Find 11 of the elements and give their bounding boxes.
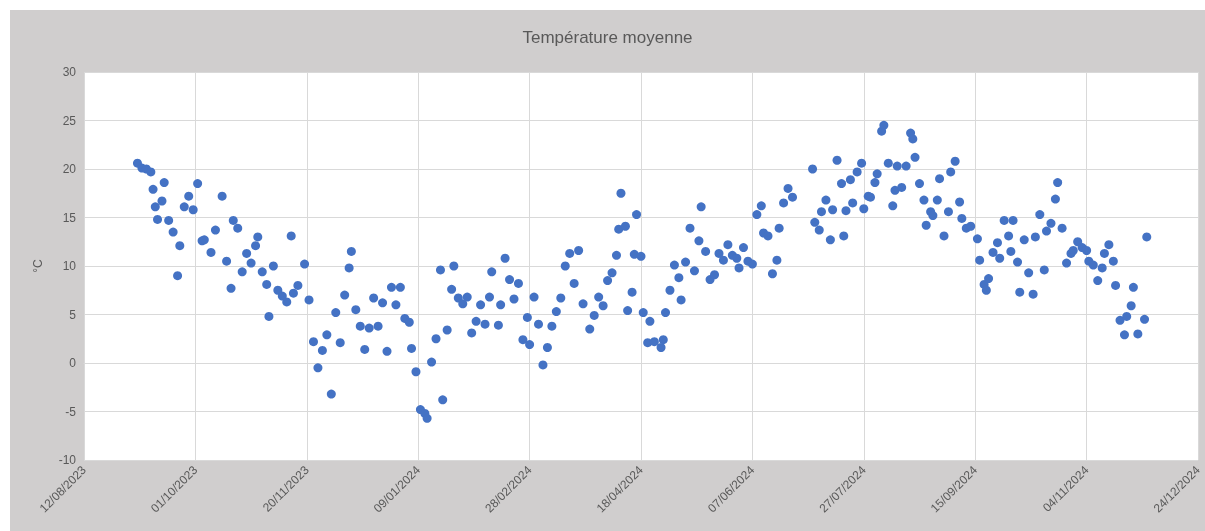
y-tick-label: 15: [62, 210, 77, 225]
y-tick-label: 5: [69, 307, 77, 322]
y-tick-label: 0: [69, 356, 77, 370]
y-axis-title: °C: [31, 258, 45, 273]
chart-title: Température moyenne: [522, 28, 693, 47]
y-tick-label: 10: [62, 259, 77, 273]
y-tick-label: 25: [62, 113, 77, 128]
y-tick-label: 20: [62, 162, 77, 176]
y-tick-label: -10: [58, 453, 77, 467]
y-tick-label: -5: [65, 404, 77, 419]
y-tick-label: 30: [62, 65, 77, 79]
